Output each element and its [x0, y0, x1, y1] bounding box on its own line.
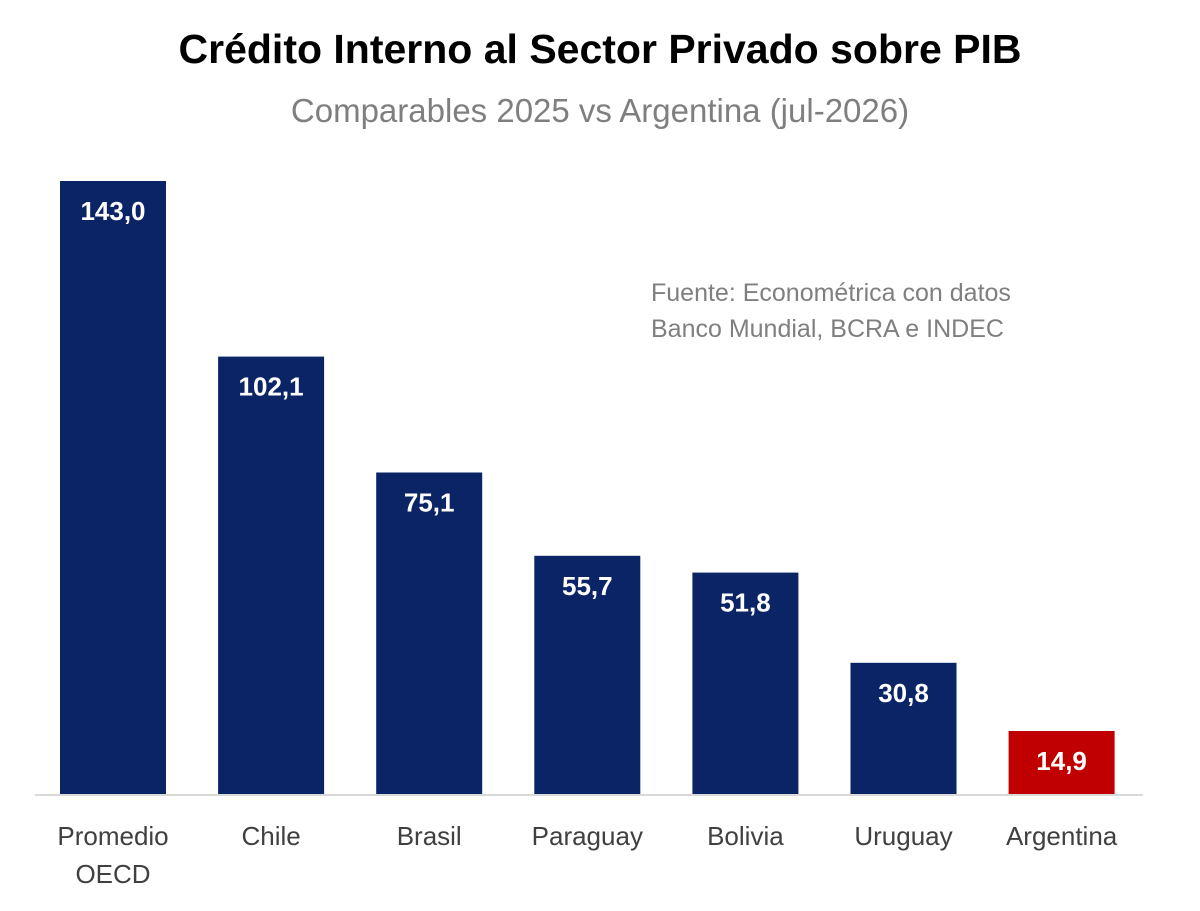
labels-group: 143,0 Promedio OECD 102,1 Chile 75,1 Brasil 55,… — [57, 196, 1117, 889]
category-label-6: Argentina — [1006, 821, 1118, 851]
value-label-3: 55,7 — [562, 571, 613, 601]
value-label-6: 14,9 — [1036, 746, 1087, 776]
category-label-1: Chile — [241, 821, 300, 851]
category-label-0-1: OECD — [75, 859, 150, 889]
bar-1 — [218, 356, 325, 795]
bar-4 — [692, 572, 799, 795]
source-line-1: Fuente: Econométrica con datos — [651, 279, 1011, 307]
bar-5 — [850, 662, 957, 795]
bar-2 — [376, 472, 483, 795]
category-label-2: Brasil — [397, 821, 462, 851]
category-label-0-0: Promedio — [57, 821, 168, 851]
source-line-2: Banco Mundial, BCRA e INDEC — [651, 315, 1004, 343]
category-label-4: Bolivia — [707, 821, 784, 851]
value-label-5: 30,8 — [878, 678, 929, 708]
bars-group — [60, 181, 1115, 795]
bar-6 — [1008, 731, 1115, 795]
source-note: Fuente: Econométrica con datos Banco Mun… — [651, 275, 1111, 347]
value-label-1: 102,1 — [239, 372, 304, 402]
bar-3 — [534, 555, 641, 795]
category-label-5: Uruguay — [854, 821, 952, 851]
chart-subtitle: Comparables 2025 vs Argentina (jul-2026) — [290, 92, 910, 129]
value-label-0: 143,0 — [80, 196, 145, 226]
value-label-2: 75,1 — [404, 488, 455, 518]
category-label-3: Paraguay — [532, 821, 643, 851]
bar-0 — [60, 181, 166, 795]
chart-title: Crédito Interno al Sector Privado sobre … — [178, 26, 1022, 72]
value-label-4: 51,8 — [720, 588, 771, 618]
